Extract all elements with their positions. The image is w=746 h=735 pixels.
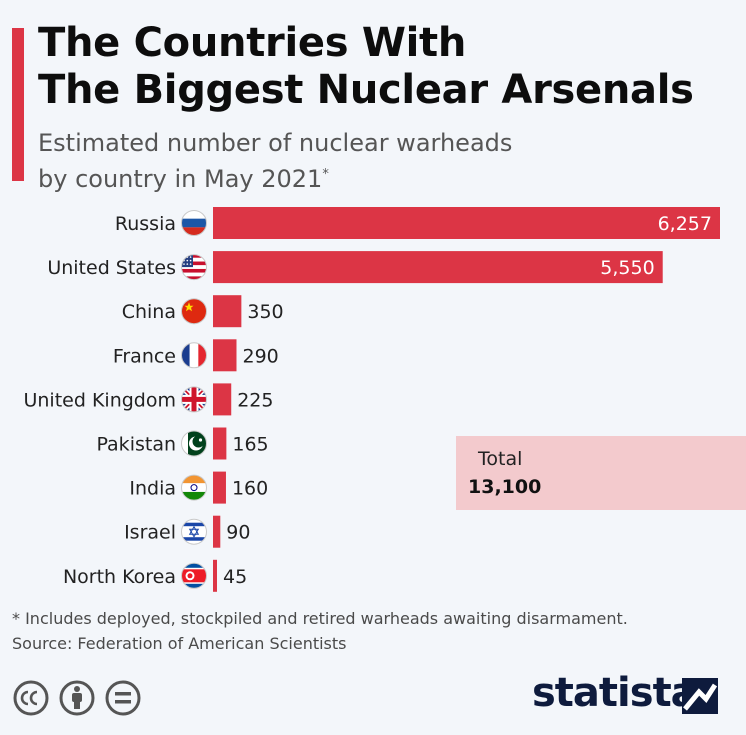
category-label: Pakistan: [96, 434, 176, 456]
no-derivatives-icon[interactable]: [105, 680, 141, 716]
category-label: India: [129, 478, 176, 500]
bar: [213, 471, 226, 504]
bar: [213, 559, 217, 592]
attribution-icon[interactable]: [59, 680, 95, 716]
value-label: 165: [232, 434, 268, 456]
statista-logo-icon: [682, 678, 718, 714]
total-value: 13,100: [468, 476, 542, 498]
bar: [213, 339, 237, 372]
bar-row-china: China 350: [122, 295, 284, 328]
total-box: Total 13,100: [456, 436, 746, 510]
cc-icon[interactable]: [13, 680, 49, 716]
value-label: 45: [223, 566, 247, 588]
bar-row-united-kingdom: United Kingdom 225: [23, 383, 273, 416]
north-korea-flag-icon: [181, 562, 207, 589]
footnote: * Includes deployed, stockpiled and reti…: [12, 609, 628, 628]
chart-title: The Countries With The Biggest Nuclear A…: [38, 20, 694, 114]
china-flag-icon: [181, 298, 207, 325]
statista-logo[interactable]: statista: [530, 668, 730, 718]
title-line-2: The Biggest Nuclear Arsenals: [38, 67, 694, 113]
bar-row-india: India 160: [129, 471, 268, 504]
israel-flag-icon: [181, 518, 207, 545]
title-line-1: The Countries With: [38, 20, 467, 66]
usa-flag-icon: [181, 254, 207, 281]
bar: [213, 207, 720, 239]
value-label: 90: [226, 522, 250, 544]
india-flag-icon: [181, 474, 207, 501]
bar-chart: Russia 6,257 United States 5,550 China 350 Fra…: [23, 207, 720, 592]
value-label: 5,550: [600, 257, 654, 279]
bar: [213, 295, 242, 328]
pakistan-flag-icon: [181, 430, 207, 457]
value-label: 6,257: [658, 213, 712, 235]
category-label: France: [113, 345, 176, 367]
category-label: North Korea: [63, 566, 176, 588]
bar: [213, 515, 221, 548]
bar-row-israel: Israel 90: [124, 515, 250, 548]
accent-bar: [12, 28, 24, 181]
bar: [213, 427, 227, 460]
value-label: 290: [242, 345, 278, 367]
brand-name: statista: [532, 670, 697, 716]
uk-flag-icon: [181, 386, 207, 413]
value-label: 350: [247, 301, 283, 323]
category-label: China: [122, 301, 176, 323]
total-label: Total: [478, 448, 523, 470]
category-label: Israel: [124, 522, 176, 544]
value-label: 160: [232, 478, 268, 500]
category-label: United States: [47, 257, 176, 279]
license-icons: [13, 680, 141, 716]
france-flag-icon: [181, 342, 207, 369]
chart-subtitle: Estimated number of nuclear warheads by …: [38, 128, 512, 195]
category-label: Russia: [115, 213, 176, 235]
bar-row-pakistan: Pakistan 165: [96, 427, 269, 460]
subtitle-footnote-mark: *: [322, 167, 329, 182]
bar: [213, 383, 232, 416]
bar: [213, 251, 663, 284]
bar-row-france: France 290: [113, 339, 279, 372]
subtitle-line-1: Estimated number of nuclear warheads: [38, 129, 513, 157]
subtitle-line-2-text: by country in May 2021: [38, 165, 323, 193]
footnote-block: * Includes deployed, stockpiled and reti…: [12, 606, 628, 656]
bar-row-united-states: United States 5,550: [47, 251, 663, 284]
source-note: Source: Federation of American Scientist…: [12, 634, 347, 653]
category-label: United Kingdom: [23, 389, 176, 411]
bar-row-russia: Russia 6,257: [115, 207, 720, 239]
subtitle-line-2: by country in May 2021*: [38, 159, 512, 195]
russia-flag-icon: [181, 210, 207, 236]
value-label: 225: [237, 389, 273, 411]
bar-row-north-korea: North Korea 45: [63, 559, 247, 592]
